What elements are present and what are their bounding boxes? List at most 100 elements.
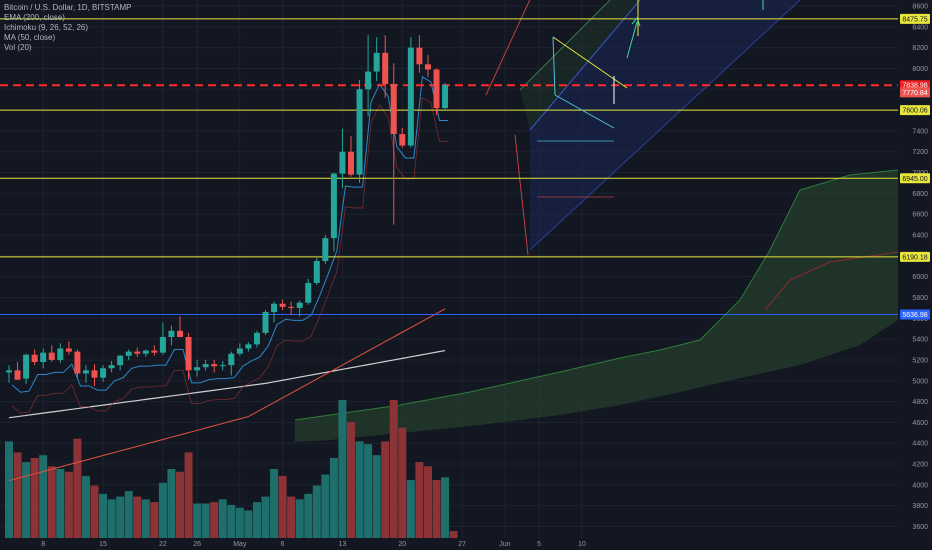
price-tick-label: 5400 — [912, 337, 928, 344]
price-tick-label: 8200 — [912, 45, 928, 52]
volume-bar — [296, 499, 304, 538]
volume-bar — [356, 441, 364, 538]
candle-body — [168, 331, 174, 337]
candle-body — [442, 85, 448, 108]
channel-red-drop — [515, 135, 528, 255]
volume-bar — [159, 483, 167, 538]
volume-bar — [279, 476, 287, 538]
time-tick-label: 22 — [159, 541, 167, 548]
candle-body — [357, 89, 363, 174]
price-tick-label: 4200 — [912, 462, 928, 469]
candle-body — [416, 48, 422, 65]
candle-body — [92, 370, 98, 377]
time-tick-label: 20 — [398, 541, 406, 548]
price-tick-label: 6800 — [912, 191, 928, 198]
time-tick-label: 15 — [99, 541, 107, 548]
candle-body — [126, 352, 132, 356]
candle-body — [160, 337, 166, 353]
volume-bar — [14, 452, 22, 538]
price-tick-label: 7400 — [912, 128, 928, 135]
trend-channel — [486, 0, 800, 255]
ichimoku-indicator-label[interactable]: Ichimoku (9, 26, 52, 26) — [4, 23, 131, 33]
volume-bar — [424, 466, 432, 538]
volume-bar — [125, 491, 133, 538]
volume-bar — [219, 499, 227, 538]
volume-bar — [5, 441, 13, 538]
symbol-title[interactable]: Bitcoin / U.S. Dollar, 1D, BITSTAMP — [4, 3, 131, 13]
ema-indicator-label[interactable]: EMA (200, close) — [4, 13, 131, 23]
volume-bar — [56, 469, 64, 538]
volume-bar — [244, 510, 252, 538]
candle-body — [66, 348, 72, 351]
volume-bar — [210, 502, 218, 538]
volume-bar — [321, 475, 329, 538]
time-axis-bg — [0, 538, 898, 550]
volume-bar — [347, 422, 355, 538]
price-tick-label: 4000 — [912, 482, 928, 489]
time-tick-label: 26 — [193, 541, 201, 548]
price-tick-label: 6600 — [912, 212, 928, 219]
volume-bar — [82, 476, 90, 538]
volume-bar — [108, 499, 116, 538]
candle-body — [348, 152, 354, 175]
candle-body — [203, 364, 209, 367]
volume-bar — [313, 486, 321, 538]
volume-bar — [450, 531, 458, 538]
volume-bar — [176, 472, 184, 538]
ma-indicator-label[interactable]: MA (50, close) — [4, 33, 131, 43]
chart-canvas[interactable]: 3600380040004200440046004800500052005400… — [0, 0, 932, 550]
time-tick-label: 6 — [281, 541, 285, 548]
candle-body — [297, 303, 303, 308]
candle-body — [237, 348, 243, 353]
price-tick-label: 4400 — [912, 441, 928, 448]
candle-body — [382, 53, 388, 84]
candle-body — [374, 53, 380, 72]
volume-bar — [227, 505, 235, 538]
volume-indicator-label[interactable]: Vol (20) — [4, 43, 131, 53]
volume-bar — [253, 502, 261, 538]
price-tick-label: 7200 — [912, 149, 928, 156]
candle-body — [83, 370, 89, 373]
price-tick-label: 8400 — [912, 24, 928, 31]
candle-body — [143, 351, 149, 354]
time-tick-label: 5 — [537, 541, 541, 548]
time-tick-label: May — [233, 541, 247, 548]
volume-bar — [91, 486, 99, 538]
volume-bar — [73, 439, 81, 538]
time-tick-label: 13 — [339, 541, 347, 548]
tenkan-line — [12, 77, 448, 392]
candle-body — [254, 333, 260, 344]
candle-body — [49, 353, 55, 360]
candle-body — [100, 368, 106, 377]
time-axis[interactable]: 8 15 22 26 May 6 13 20 27 Jun 5 10 — [0, 538, 898, 550]
volume-bar — [433, 480, 441, 538]
volume-bar — [270, 469, 278, 538]
candle-body — [271, 304, 277, 312]
price-tick-label: 5800 — [912, 295, 928, 302]
candle-body — [391, 84, 397, 134]
volume-bar — [116, 497, 124, 538]
level-price-tag: 6190.18 — [902, 254, 927, 261]
candle-body — [425, 64, 431, 69]
level-price-tag: 8475.75 — [902, 16, 927, 23]
volume-bar — [150, 502, 158, 538]
candle-body — [151, 351, 157, 353]
volume-bar — [22, 462, 30, 538]
price-tick-label: 5200 — [912, 357, 928, 364]
candle-body — [322, 238, 328, 261]
level-price-tag: 7600.06 — [902, 108, 927, 115]
candle-body — [263, 312, 269, 333]
volume-bar — [99, 494, 107, 538]
price-axis[interactable]: 3600 3800 4000 4200 4400 4600 4800 5000 5200 5400… — [898, 0, 932, 550]
volume-bar — [373, 455, 381, 538]
volume-bar — [236, 508, 244, 538]
candle-body — [32, 355, 38, 362]
candle-body — [228, 354, 234, 365]
time-tick-label: 10 — [578, 541, 586, 548]
time-tick-label: 8 — [41, 541, 45, 548]
candle-body — [305, 283, 311, 303]
price-tick-label: 8000 — [912, 66, 928, 73]
volume-bar — [415, 462, 423, 538]
volume-bar — [381, 441, 389, 538]
candle-body — [117, 356, 123, 365]
